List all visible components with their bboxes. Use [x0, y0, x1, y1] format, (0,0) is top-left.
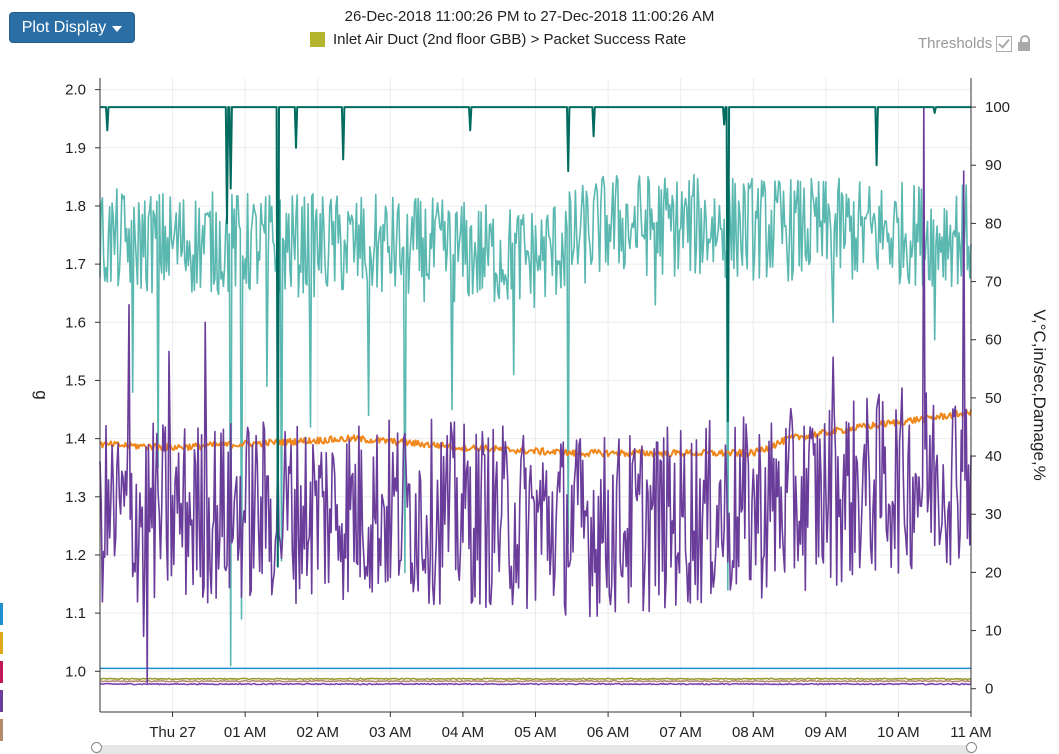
series-brown	[99, 679, 972, 683]
left-marker	[0, 632, 3, 654]
scrollbar-left-handle[interactable]	[91, 742, 102, 753]
plot-display-label: Plot Display	[21, 18, 107, 36]
y-right-tick-label: 70	[985, 274, 1002, 291]
y-right-axis-title: V,°C,in/sec,Damage,%	[1030, 309, 1049, 481]
y-right-tick-label: 20	[985, 564, 1002, 581]
y-left-tick-label: 1.0	[65, 663, 86, 680]
left-marker	[0, 690, 3, 712]
y-right-tick-label: 60	[985, 332, 1002, 349]
tick-labels: Thu 27 01 AM 02 AM 03 AM 04 AM 05 AM 06 AM 07 A…	[65, 82, 1010, 741]
y-left-tick-label: 1.1	[65, 605, 86, 622]
x-tick-label: 07 AM	[659, 724, 702, 741]
y-right-tick-label: 80	[985, 215, 1002, 232]
series-orange	[99, 408, 972, 458]
y-left-tick-label: 1.4	[65, 431, 86, 448]
left-series-markers	[0, 603, 3, 748]
series-olive	[99, 677, 972, 681]
legend-swatch	[310, 32, 325, 47]
series-purple	[99, 106, 972, 684]
series-packet-success-rate	[100, 106, 971, 568]
y-left-tick-label: 1.7	[65, 256, 86, 273]
y-left-tick-label: 2.0	[65, 82, 86, 99]
x-tick-label: 02 AM	[296, 724, 339, 741]
scrollbar-right-handle[interactable]	[966, 742, 977, 753]
date-range-title: 26-Dec-2018 11:00:26 PM to 27-Dec-2018 1…	[344, 8, 715, 25]
x-tick-label: 05 AM	[514, 724, 557, 741]
y-left-tick-label: 1.6	[65, 314, 86, 331]
axes	[95, 78, 976, 717]
legend[interactable]: Inlet Air Duct (2nd floor GBB) > Packet …	[310, 31, 686, 48]
y-right-tick-label: 30	[985, 506, 1002, 523]
plot-display-button[interactable]: Plot Display	[9, 12, 135, 43]
y-right-tick-label: 40	[985, 448, 1002, 465]
y-right-tick-label: 10	[985, 623, 1002, 640]
x-tick-label: 10 AM	[877, 724, 920, 741]
x-tick-label: 06 AM	[587, 724, 630, 741]
y-left-tick-label: 1.5	[65, 372, 86, 389]
legend-label: Inlet Air Duct (2nd floor GBB) > Packet …	[333, 31, 687, 48]
lock-icon[interactable]	[1018, 34, 1031, 51]
y-right-tick-label: 50	[985, 390, 1002, 407]
y-left-tick-label: 1.2	[65, 547, 86, 564]
left-marker	[0, 719, 3, 741]
x-tick-label: 09 AM	[805, 724, 848, 741]
left-marker	[0, 661, 3, 683]
left-marker	[0, 603, 3, 625]
thresholds-toggle[interactable]: Thresholds	[918, 34, 1031, 52]
time-scrollbar[interactable]	[91, 742, 977, 754]
y-left-tick-label: 1.9	[65, 140, 86, 157]
x-tick-label: Thu 27	[149, 724, 196, 741]
x-tick-label: 03 AM	[369, 724, 412, 741]
series-layer	[99, 106, 972, 686]
y-left-tick-label: 1.3	[65, 489, 86, 506]
y-left-tick-label: 1.8	[65, 198, 86, 215]
y-left-axis-title: g	[32, 390, 51, 399]
x-tick-label: 01 AM	[224, 724, 267, 741]
x-tick-label: 11 AM	[950, 724, 991, 741]
thresholds-label: Thresholds	[918, 35, 993, 52]
y-right-tick-label: 0	[985, 681, 993, 698]
checkbox-icon[interactable]	[996, 35, 1013, 52]
x-tick-label: 08 AM	[732, 724, 775, 741]
series-violet	[100, 682, 972, 686]
y-right-tick-label: 90	[985, 157, 1002, 174]
y-right-tick-label: 100	[985, 99, 1010, 116]
x-tick-label: 04 AM	[442, 724, 485, 741]
caret-down-icon	[112, 25, 123, 32]
series-teal	[99, 173, 972, 667]
